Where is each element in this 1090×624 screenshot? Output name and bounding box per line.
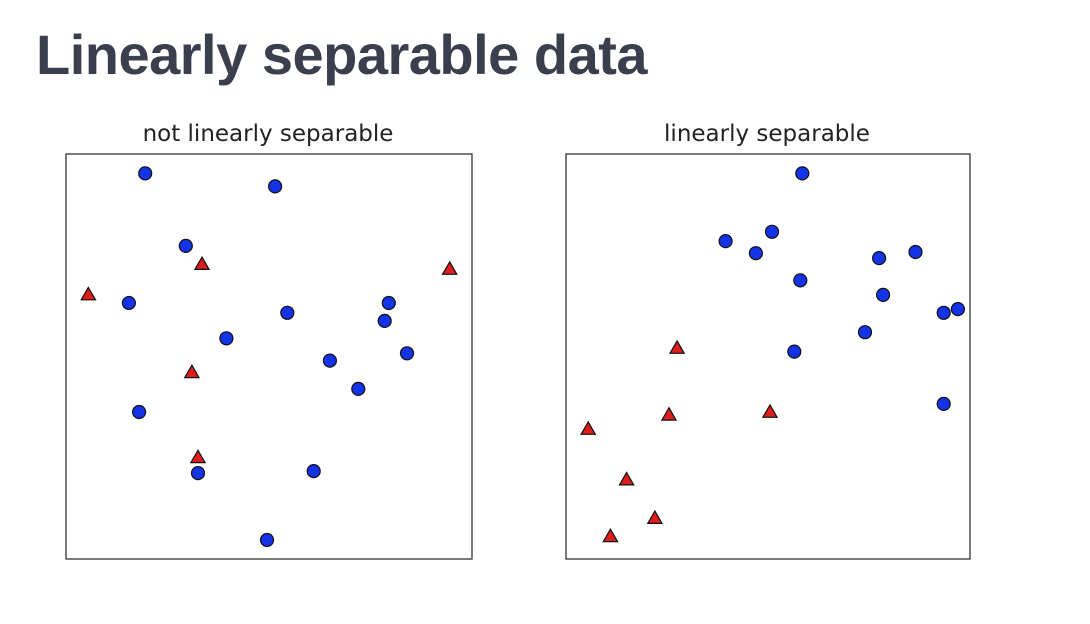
marks bbox=[580, 166, 965, 543]
plot-frame bbox=[565, 153, 971, 560]
data-point-circle bbox=[936, 305, 951, 320]
data-point-triangle bbox=[646, 509, 664, 524]
data-point-circle bbox=[718, 233, 733, 249]
marks bbox=[80, 166, 458, 548]
data-point-circle bbox=[381, 295, 396, 311]
data-point-triangle bbox=[580, 420, 597, 435]
slide-title: Linearly separable data bbox=[36, 23, 648, 86]
data-point-circle bbox=[280, 305, 295, 320]
data-point-circle bbox=[872, 251, 887, 266]
scatter-chart-not-linearly-separable: not linearly separable bbox=[65, 121, 473, 560]
data-point-triangle bbox=[80, 286, 97, 301]
data-point-triangle bbox=[668, 339, 686, 354]
data-point-circle bbox=[399, 346, 415, 361]
data-point-circle bbox=[748, 246, 763, 261]
data-point-circle bbox=[259, 532, 275, 548]
data-point-circle bbox=[190, 466, 206, 481]
data-point-circle bbox=[787, 344, 802, 359]
data-point-circle bbox=[795, 166, 810, 181]
data-point-circle bbox=[306, 464, 321, 479]
data-point-circle bbox=[876, 287, 891, 302]
data-point-triangle bbox=[618, 471, 635, 486]
data-point-circle bbox=[908, 244, 923, 260]
data-point-circle bbox=[121, 295, 137, 311]
data-point-triangle bbox=[193, 255, 211, 270]
data-point-circle bbox=[764, 224, 780, 239]
data-point-triangle bbox=[761, 403, 779, 418]
scatter-chart-linearly-separable: linearly separable bbox=[565, 121, 971, 560]
data-point-triangle bbox=[183, 363, 201, 379]
data-point-triangle bbox=[441, 260, 458, 275]
data-point-triangle bbox=[602, 527, 619, 543]
data-point-circle bbox=[351, 381, 366, 396]
data-point-circle bbox=[138, 166, 153, 181]
chart-title: linearly separable bbox=[664, 121, 870, 147]
data-point-circle bbox=[793, 273, 808, 288]
data-point-circle bbox=[219, 331, 234, 346]
data-point-circle bbox=[857, 325, 873, 340]
data-point-triangle bbox=[189, 449, 207, 464]
data-point-circle bbox=[936, 396, 951, 411]
data-point-circle bbox=[268, 179, 283, 194]
data-point-circle bbox=[322, 353, 337, 368]
data-point-circle bbox=[178, 238, 193, 253]
data-point-circle bbox=[950, 302, 965, 317]
chart-title: not linearly separable bbox=[143, 121, 394, 147]
data-point-circle bbox=[131, 404, 147, 420]
data-point-circle bbox=[377, 313, 392, 328]
data-point-triangle bbox=[660, 406, 678, 421]
